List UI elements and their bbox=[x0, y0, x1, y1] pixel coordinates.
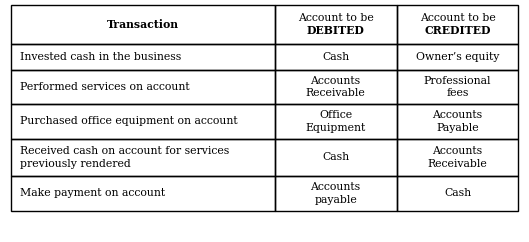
Text: Transaction: Transaction bbox=[107, 19, 179, 30]
Text: DEBITED: DEBITED bbox=[307, 25, 364, 36]
Text: Performed services on account: Performed services on account bbox=[20, 82, 190, 92]
Text: Accounts
payable: Accounts payable bbox=[311, 182, 361, 205]
Text: Owner’s equity: Owner’s equity bbox=[416, 52, 499, 62]
Bar bbox=[11, 70, 275, 104]
Text: Invested cash in the business: Invested cash in the business bbox=[20, 52, 181, 62]
Text: Professional
fees: Professional fees bbox=[424, 76, 491, 98]
Bar bbox=[11, 139, 275, 176]
Bar bbox=[275, 5, 397, 44]
Text: CREDITED: CREDITED bbox=[424, 25, 491, 36]
Text: Received cash on account for services
previously rendered: Received cash on account for services pr… bbox=[20, 146, 230, 169]
Text: Cash: Cash bbox=[444, 189, 471, 198]
Text: Account to be: Account to be bbox=[298, 13, 373, 23]
Bar bbox=[275, 44, 397, 70]
Text: Accounts
Payable: Accounts Payable bbox=[432, 110, 482, 133]
Bar bbox=[11, 5, 275, 44]
Text: Purchased office equipment on account: Purchased office equipment on account bbox=[20, 116, 238, 127]
Text: Office
Equipment: Office Equipment bbox=[305, 110, 366, 133]
Bar bbox=[11, 176, 275, 211]
Text: Account to be: Account to be bbox=[419, 13, 495, 23]
Text: Accounts
Receivable: Accounts Receivable bbox=[306, 76, 366, 98]
Text: Cash: Cash bbox=[322, 52, 349, 62]
Text: Accounts
Receivable: Accounts Receivable bbox=[427, 146, 487, 169]
Bar bbox=[11, 104, 275, 139]
Text: Make payment on account: Make payment on account bbox=[20, 189, 165, 198]
Bar bbox=[397, 139, 518, 176]
Bar bbox=[275, 139, 397, 176]
Bar bbox=[397, 44, 518, 70]
Bar bbox=[11, 44, 275, 70]
Bar bbox=[397, 176, 518, 211]
Bar bbox=[397, 70, 518, 104]
Bar bbox=[275, 104, 397, 139]
Bar bbox=[275, 176, 397, 211]
Bar bbox=[397, 104, 518, 139]
Bar bbox=[397, 5, 518, 44]
Text: Cash: Cash bbox=[322, 152, 349, 162]
Bar bbox=[275, 70, 397, 104]
